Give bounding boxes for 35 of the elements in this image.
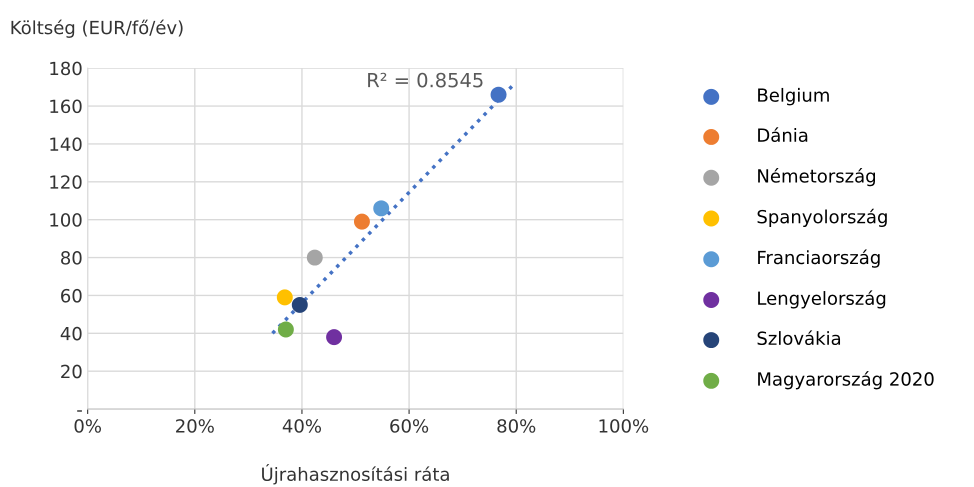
x-tick-label: 60% xyxy=(390,419,428,433)
y-tick-label: - xyxy=(77,410,82,412)
y-tick-label: 40 xyxy=(60,326,82,340)
legend-label: Belgium xyxy=(758,88,829,106)
legend-label: Magyarország 2020 xyxy=(758,371,934,390)
legend-label: Németország xyxy=(758,168,876,186)
y-tick-label: 160 xyxy=(50,100,82,114)
legend-label: Szlovákia xyxy=(758,330,840,346)
y-tick-label: 20 xyxy=(61,364,82,378)
x-tick-label: 20% xyxy=(176,419,214,433)
x-tick-label: 100% xyxy=(600,419,648,433)
x-tick-label: 0% xyxy=(74,419,101,433)
point xyxy=(490,86,507,103)
point xyxy=(354,214,370,230)
point xyxy=(326,329,342,346)
annotation: R² = 0.8545 xyxy=(368,72,483,88)
point xyxy=(373,200,390,216)
x-tick-label: 80% xyxy=(497,419,536,433)
x-axis-title: Újrahasznosítási ráta xyxy=(262,464,449,485)
legend-label: Spanyolország xyxy=(758,208,887,227)
point xyxy=(278,322,294,338)
y-tick-label: 180 xyxy=(50,62,82,76)
y-tick-label: 140 xyxy=(50,137,82,152)
point xyxy=(306,250,323,266)
legend-label: Lengyelország xyxy=(758,290,886,309)
y-tick-label: 120 xyxy=(50,175,82,189)
legend-label: Franciaország xyxy=(758,250,880,268)
y-tick-label: 100 xyxy=(50,213,82,227)
y-tick-label: 60 xyxy=(61,288,82,303)
legend-label: Dánia xyxy=(758,127,808,142)
point xyxy=(276,289,293,306)
y-tick-label: 80 xyxy=(61,251,82,265)
point xyxy=(292,296,308,313)
x-tick-label: 40% xyxy=(282,419,322,433)
y-axis-title: Költség (EUR/fő/év) xyxy=(12,20,183,38)
